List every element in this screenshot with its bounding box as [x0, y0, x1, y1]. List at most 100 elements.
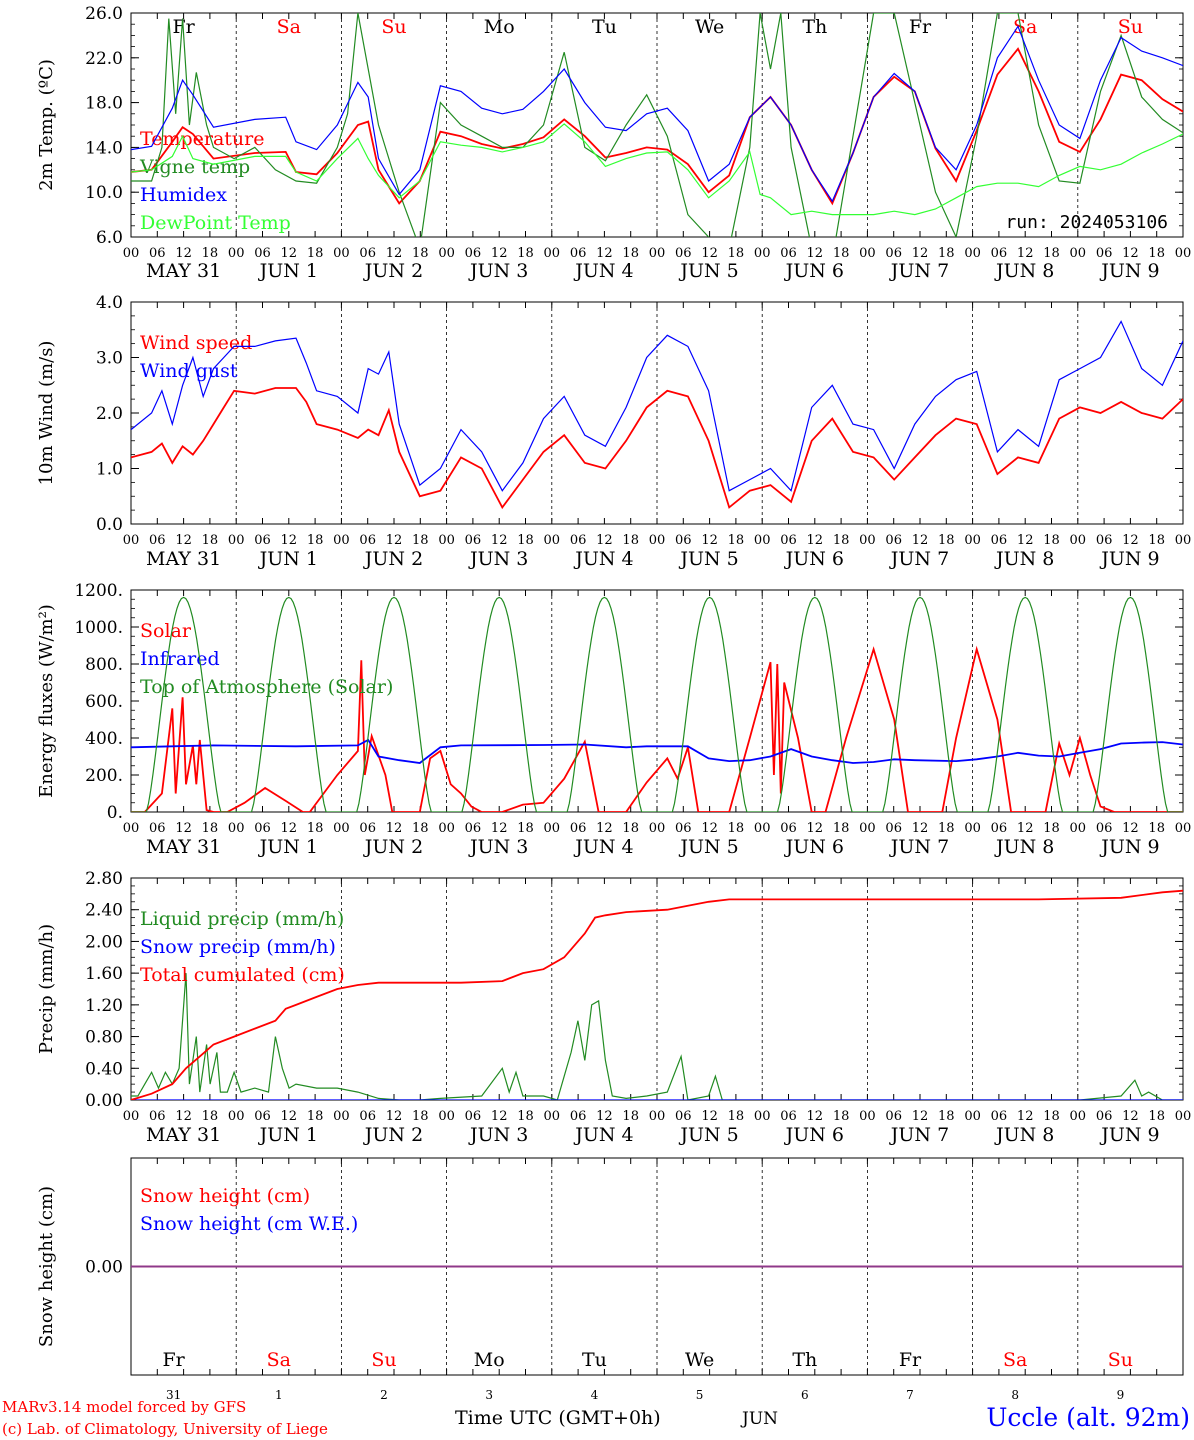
hour-tick-label: 00	[859, 246, 876, 261]
y-tick-label: 2.00	[85, 932, 123, 952]
hour-tick-label: 18	[938, 821, 955, 836]
hour-tick-label: 00	[333, 246, 350, 261]
day-number-label: 7	[906, 1388, 914, 1402]
hour-tick-label: 12	[807, 533, 824, 548]
hour-tick-label: 06	[570, 246, 587, 261]
date-label: JUN 5	[678, 548, 738, 570]
date-label: JUN 8	[994, 260, 1054, 282]
hour-tick-label: 18	[517, 533, 534, 548]
hour-tick-label: 18	[1043, 246, 1060, 261]
weekday-label: Fr	[162, 1349, 185, 1371]
y-tick-label: 18.0	[85, 94, 123, 114]
legend-entry: Wind speed	[140, 332, 252, 354]
hour-tick-label: 00	[438, 246, 455, 261]
hour-tick-label: 06	[359, 821, 376, 836]
legend-entry: Wind gust	[140, 360, 238, 382]
date-label: JUN 1	[258, 260, 318, 282]
hour-tick-label: 06	[885, 821, 902, 836]
run-annotation: run: 2024053106	[1005, 212, 1168, 233]
hour-tick-label: 00	[1070, 821, 1087, 836]
weekday-label: Su	[1108, 1349, 1133, 1371]
y-tick-label: 22.0	[85, 49, 123, 69]
y-tick-label: 600.	[85, 692, 123, 712]
hour-tick-label: 12	[1017, 246, 1034, 261]
weekday-label: Fr	[172, 16, 195, 38]
y-tick-label: 0.00	[85, 1258, 123, 1278]
legend-entry: Total cumulated (cm)	[140, 964, 345, 986]
weekday-label: Tu	[592, 16, 617, 38]
panel-4: 00 06 12 18 00 06 12 18 00 06 12 18 00 06 12 18 00 06 12 18…	[36, 869, 1191, 1146]
footer: MARv3.14 model forced by GFS (c) Lab. of…	[2, 1398, 1190, 1438]
hour-tick-label: 12	[1017, 1109, 1034, 1124]
hour-tick-label: 18	[833, 821, 850, 836]
hour-tick-label: 00	[228, 1109, 245, 1124]
day-number-label: 9	[1117, 1388, 1125, 1402]
hour-tick-label: 18	[938, 533, 955, 548]
hour-tick-label: 18	[622, 533, 639, 548]
hour-tick-label: 12	[281, 1109, 298, 1124]
date-label: JUN 2	[363, 1124, 423, 1146]
hour-tick-label: 00	[438, 533, 455, 548]
weekday-label: Fr	[909, 16, 932, 38]
y-tick-label: 0.	[107, 803, 123, 823]
hour-tick-label: 12	[701, 246, 718, 261]
hour-tick-label: 18	[1148, 1109, 1165, 1124]
hour-tick-label: 00	[859, 821, 876, 836]
hour-tick-label: 06	[149, 533, 166, 548]
date-label: JUN 1	[258, 836, 318, 858]
hour-tick-label: 18	[202, 246, 219, 261]
hour-tick-label: 18	[833, 246, 850, 261]
y-tick-label: 200.	[85, 766, 123, 786]
hour-tick-label: 00	[964, 821, 981, 836]
day-number-label: 2	[380, 1388, 388, 1402]
date-label: JUN 6	[784, 836, 844, 858]
legend-entry: Humidex	[140, 184, 227, 206]
hour-tick-label: 00	[649, 821, 666, 836]
hour-tick-label: 06	[675, 821, 692, 836]
hour-tick-label: 00	[544, 246, 561, 261]
hour-tick-label: 18	[622, 821, 639, 836]
legend-entry: Snow height (cm)	[140, 1185, 310, 1207]
hour-tick-label: 00	[123, 533, 140, 548]
legend-entry: Snow precip (mm/h)	[140, 936, 336, 958]
hour-tick-label: 06	[359, 533, 376, 548]
hour-tick-label: 06	[465, 1109, 482, 1124]
hour-tick-label: 12	[596, 821, 613, 836]
date-label: JUN 5	[678, 1124, 738, 1146]
y-tick-label: 14.0	[85, 138, 123, 158]
hour-tick-label: 18	[412, 821, 429, 836]
hour-tick-label: 12	[807, 821, 824, 836]
date-label: JUN 5	[678, 836, 738, 858]
hour-tick-label: 12	[596, 246, 613, 261]
hour-tick-label: 12	[281, 533, 298, 548]
day-number-label: 8	[1011, 1388, 1019, 1402]
hour-tick-label: 12	[175, 246, 192, 261]
legend-entry: DewPoint Temp	[140, 212, 291, 234]
hour-tick-label: 18	[1043, 533, 1060, 548]
hour-tick-label: 06	[991, 246, 1008, 261]
day-number-label: 1	[275, 1388, 283, 1402]
y-tick-label: 2.80	[85, 869, 123, 889]
weekday-label: Th	[792, 1349, 817, 1371]
hour-tick-label: 06	[991, 1109, 1008, 1124]
weekday-label: Su	[381, 16, 406, 38]
hour-tick-label: 00	[1070, 1109, 1087, 1124]
y-tick-label: 1200.	[74, 581, 123, 601]
hour-tick-label: 06	[359, 246, 376, 261]
y-tick-label: 1.20	[85, 996, 123, 1016]
date-label: JUN 3	[468, 836, 528, 858]
hour-tick-label: 06	[1096, 246, 1113, 261]
model-credit: MARv3.14 model forced by GFS	[2, 1398, 246, 1416]
weekday-label: Mo	[484, 16, 515, 38]
legend-entry: Top of Atmosphere (Solar)	[140, 676, 393, 698]
hour-tick-label: 00	[1175, 533, 1192, 548]
weekday-label: Tu	[582, 1349, 607, 1371]
series-line-3	[131, 889, 1183, 1100]
hour-tick-label: 00	[438, 1109, 455, 1124]
panel-1: 00 06 12 18 00 06 12 18 00 06 12 18 00 06 12 18 00 06 12 18…	[36, 4, 1191, 282]
hour-tick-label: 00	[859, 533, 876, 548]
series-line-1	[131, 645, 1183, 812]
hour-tick-label: 12	[175, 1109, 192, 1124]
hour-tick-label: 18	[307, 246, 324, 261]
